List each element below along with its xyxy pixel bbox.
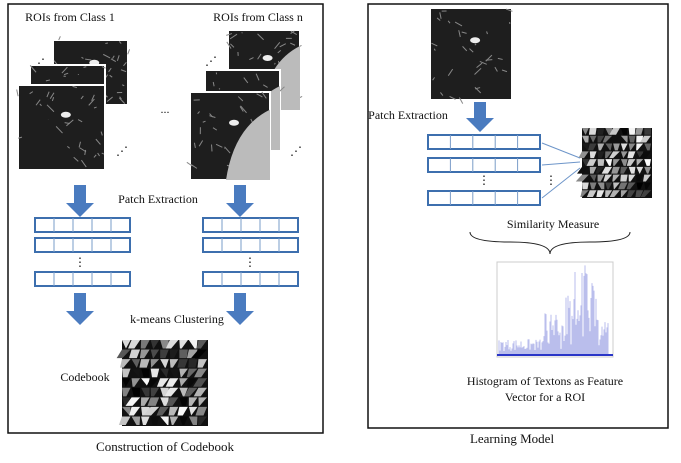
patch-row-box xyxy=(203,238,298,252)
patch-row xyxy=(203,218,298,232)
label: Vector for a ROI xyxy=(505,390,585,404)
brace xyxy=(470,232,630,254)
dots: ⋮ xyxy=(74,255,86,269)
figure: ⋰ ⋰ ⋰ ⋰ ⋮ ⋮ ⋮ ⋮ ROIs from Class 1 ROIs f… xyxy=(0,0,681,458)
patch-row xyxy=(203,238,298,252)
patch-row xyxy=(35,238,130,252)
codebook-cell xyxy=(598,159,605,166)
dots: ⋰ xyxy=(33,56,45,70)
patch-row xyxy=(35,272,130,286)
texture xyxy=(83,67,86,68)
label: Patch Extraction xyxy=(118,192,198,206)
texture xyxy=(61,112,71,118)
patch-row xyxy=(428,158,540,172)
texture xyxy=(275,63,276,65)
patch-row xyxy=(203,272,298,286)
patch-rows xyxy=(35,135,540,286)
arrow xyxy=(226,185,254,217)
patch-row-box xyxy=(428,135,540,149)
dots: ⋮ xyxy=(478,173,490,187)
arrow xyxy=(66,293,94,325)
codebook-cell xyxy=(629,128,636,135)
texture xyxy=(263,55,273,61)
dots: ⋮ xyxy=(545,173,557,187)
label: ... xyxy=(161,102,170,116)
label: ROIs from Class 1 xyxy=(25,10,115,24)
label: Codebook xyxy=(60,370,109,384)
patch-row-box xyxy=(203,218,298,232)
patch-row-box xyxy=(35,218,130,232)
patch-row xyxy=(428,191,540,205)
dots: ⋮ xyxy=(244,255,256,269)
label: k-means Clustering xyxy=(130,312,224,326)
codebook-cell xyxy=(589,128,597,135)
patch-row-box xyxy=(35,272,130,286)
patch-row xyxy=(35,218,130,232)
arrow xyxy=(226,293,254,325)
patch-row-box xyxy=(35,238,130,252)
dots: ⋰ xyxy=(205,54,217,68)
arrow xyxy=(66,185,94,217)
patch-row xyxy=(428,135,540,149)
roi-image xyxy=(18,85,105,170)
label: Histogram of Textons as Feature xyxy=(467,374,623,388)
label: ROIs from Class n xyxy=(213,10,303,24)
caption: Learning Model xyxy=(470,431,555,446)
texture xyxy=(470,37,480,43)
connectors xyxy=(542,143,580,198)
patch-row-box xyxy=(203,272,298,286)
patch-row-box xyxy=(428,158,540,172)
codebook-cell xyxy=(179,350,188,359)
dots: ⋰ xyxy=(116,144,128,158)
codebook-cell xyxy=(620,175,627,182)
caption: Construction of Codebook xyxy=(96,439,234,454)
texture xyxy=(219,88,220,89)
dots: ⋰ xyxy=(290,144,302,158)
codebook-cell xyxy=(644,128,651,135)
arrow xyxy=(466,102,494,132)
label: Similarity Measure xyxy=(507,217,599,231)
texture xyxy=(229,120,239,126)
roi-image xyxy=(430,8,512,100)
label: Patch Extraction xyxy=(368,108,448,122)
patch-row-box xyxy=(428,191,540,205)
